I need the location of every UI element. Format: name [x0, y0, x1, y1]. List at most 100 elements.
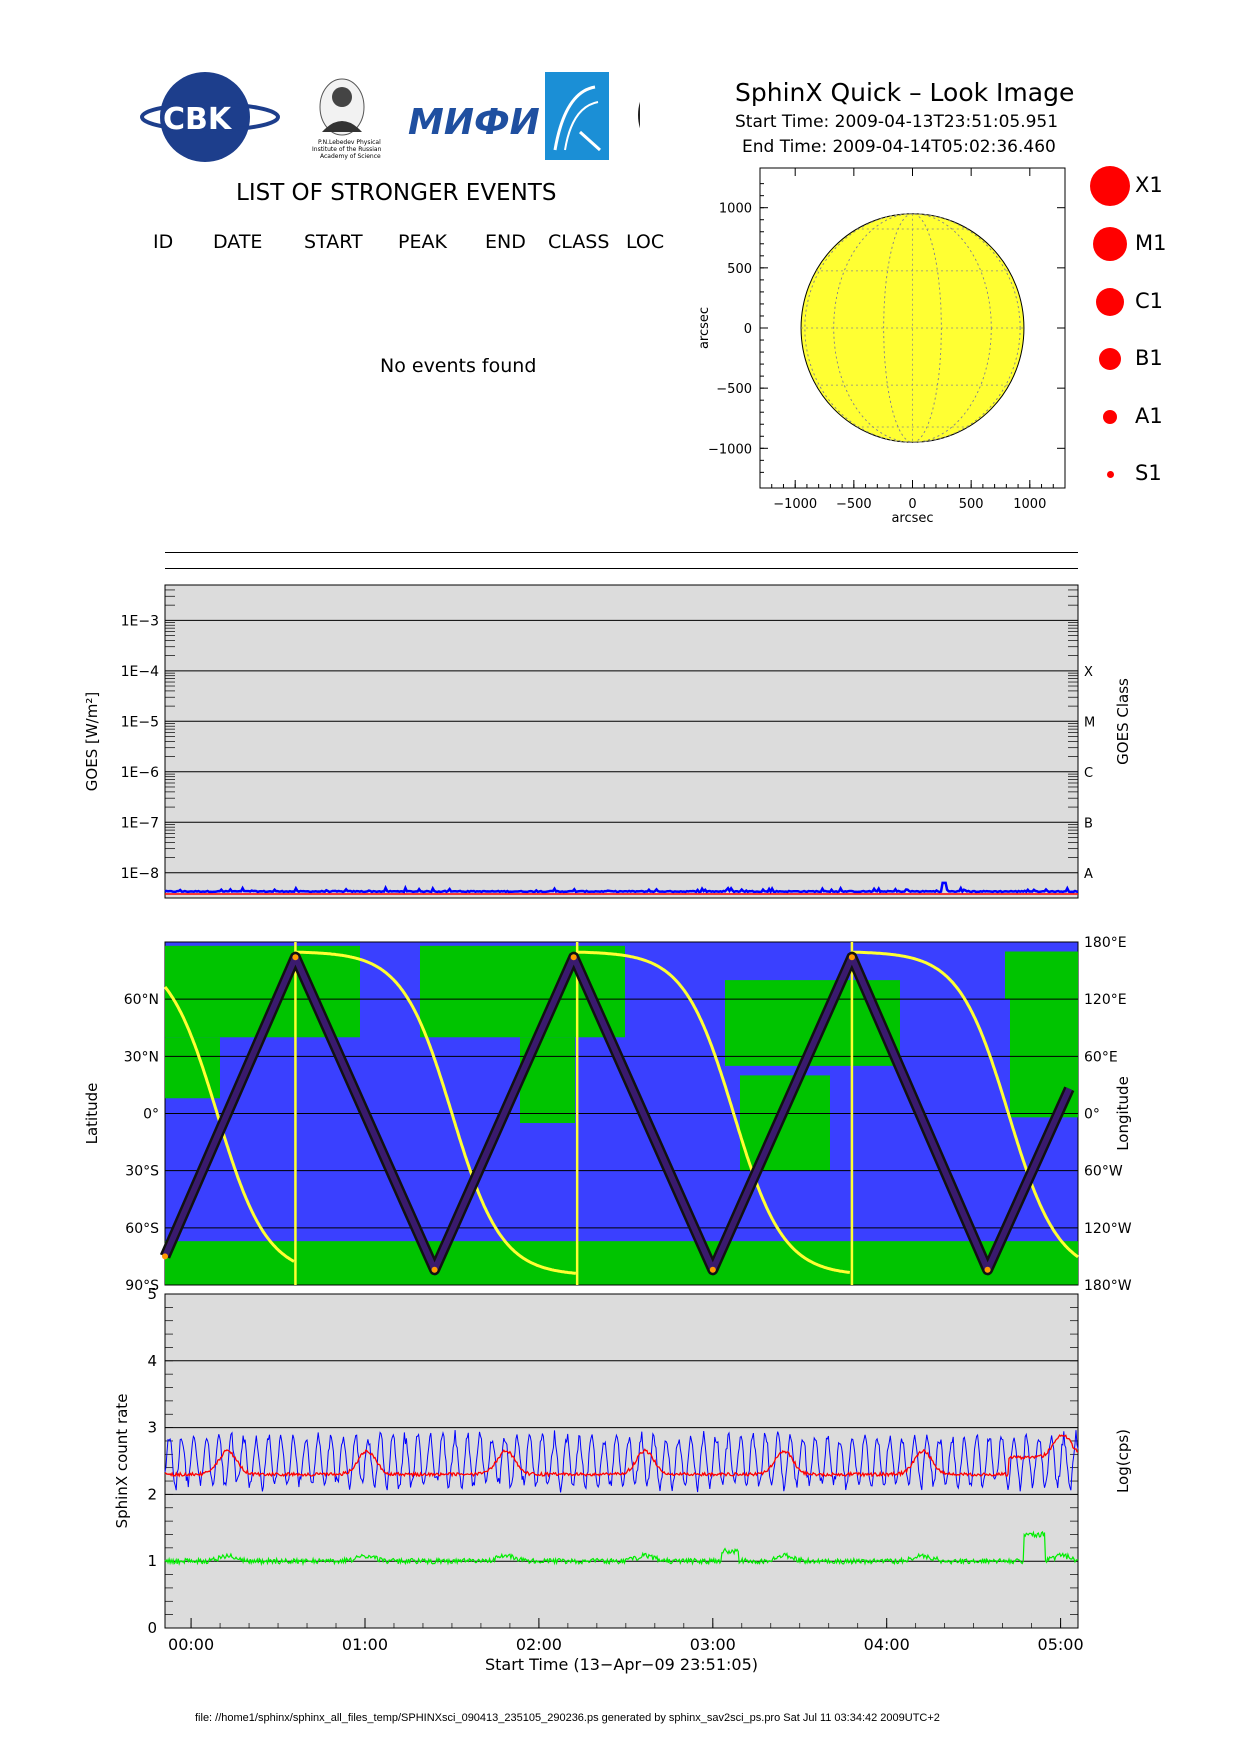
flare-scale-label-c1: C1 — [1135, 289, 1164, 313]
goes-panel-bg — [164, 584, 1079, 899]
sphinx-ylabel: SphinX count rate — [113, 1394, 131, 1529]
orbit-hotspot — [431, 1266, 438, 1273]
flare-scale-dot-a1 — [1103, 410, 1117, 424]
flare-scale-dot-x1 — [1090, 166, 1130, 206]
flare-scale-label-x1: X1 — [1135, 173, 1163, 197]
col-end: END — [485, 231, 526, 253]
disk-longitude-line — [833, 213, 992, 443]
svg-text:Academy of Science: Academy of Science — [320, 153, 381, 160]
col-class: CLASS — [548, 231, 610, 253]
sphinx-ytick-label: 1 — [147, 1552, 157, 1570]
sphinx-ytick-label: 5 — [147, 1285, 157, 1303]
disk-ylabel: arcsec — [697, 307, 712, 349]
sphinx-panel-bg — [164, 1293, 1079, 1629]
orbit-ytick-label: 30°N — [124, 1049, 159, 1065]
orbit-right-tick-label: 60°E — [1084, 1049, 1118, 1065]
mifi-logo: МИФИ — [408, 102, 540, 143]
end-time: End Time: 2009-04-14T05:02:36.460 — [742, 137, 1056, 157]
orbit-right-label: Longitude — [1114, 1076, 1132, 1151]
orbit-right-tick-label: 120°E — [1084, 992, 1127, 1008]
orbit-hotspot — [570, 954, 577, 961]
orbit-hotspot — [848, 954, 855, 961]
col-start: START — [304, 231, 363, 253]
goes-ytick-label: 1E−4 — [121, 664, 159, 680]
lebedev-logo: P.N.Lebedev Physical Institute of the Ru… — [312, 78, 382, 160]
disk-ytick-label: 1000 — [719, 202, 752, 217]
goes-right-label: GOES Class — [1114, 678, 1132, 765]
disk-xtick-label: 0 — [908, 497, 916, 512]
col-date: DATE — [213, 231, 263, 253]
goes-ytick-label: 1E−3 — [121, 613, 159, 629]
sphinx-ytick-label: 0 — [147, 1619, 157, 1637]
flare-scale-label-m1: M1 — [1135, 231, 1167, 255]
goes-short-series — [164, 881, 1079, 895]
disk-xtick-label: −500 — [836, 497, 872, 512]
orbit-ytick-label: 90°S — [125, 1278, 159, 1294]
orbit-right-tick-label: 120°W — [1084, 1221, 1132, 1237]
svg-text:МИФИ: МИФИ — [408, 102, 540, 143]
sphinx-right-label: Log(cps) — [1114, 1429, 1132, 1493]
events-title: LIST OF STRONGER EVENTS — [236, 180, 557, 206]
orbit-hotspot — [709, 1266, 716, 1273]
sphinx-blue-series — [164, 1430, 1079, 1493]
university-seal-icon — [638, 101, 640, 129]
sphinx-green-series — [164, 1530, 1079, 1567]
sphinx-ytick-label: 4 — [147, 1352, 157, 1370]
flare-scale-dot-s1 — [1106, 470, 1114, 478]
no-events-message: No events found — [380, 355, 537, 377]
flare-scale-dot-m1 — [1093, 227, 1127, 261]
page-title: SphinX Quick – Look Image — [735, 78, 1075, 107]
sphinx-xlabel: Start Time (13−Apr−09 23:51:05) — [485, 1655, 758, 1674]
orbit-right-tick-label: 60°W — [1084, 1164, 1123, 1180]
orbit-right-tick-label: 180°W — [1084, 1278, 1132, 1294]
sphinx-xtick-label: 04:00 — [864, 1635, 910, 1654]
svg-text:P.N.Lebedev Physical: P.N.Lebedev Physical — [318, 139, 381, 146]
orbit-ytick-label: 0° — [143, 1107, 159, 1123]
goes-class-label: X — [1084, 665, 1093, 680]
col-peak: PEAK — [398, 231, 447, 253]
goes-ytick-label: 1E−8 — [121, 866, 159, 882]
land-mass — [1005, 951, 1078, 1000]
flare-scale-label-b1: B1 — [1135, 346, 1163, 370]
sphinx-xtick-label: 01:00 — [342, 1635, 388, 1654]
disk-ytick-label: −500 — [716, 382, 752, 397]
divider-top — [165, 552, 1078, 553]
sphinx-xtick-label: 05:00 — [1038, 1635, 1084, 1654]
svg-text:Institute of the Russian: Institute of the Russian — [312, 146, 382, 153]
flare-scale-dot-c1 — [1096, 288, 1124, 316]
disk-grid — [801, 213, 1024, 443]
goes-class-label: B — [1084, 816, 1093, 831]
disk-longitude-line — [804, 213, 1021, 443]
sphinx-xtick-label: 00:00 — [168, 1635, 214, 1654]
cbk-logo: CBK — [140, 72, 280, 162]
land-mass — [165, 1037, 220, 1099]
footer-note: file: //home1/sphinx/sphinx_all_files_te… — [195, 1712, 940, 1724]
sphinx-ytick-label: 2 — [147, 1485, 157, 1503]
goes-ylabel: GOES [W/m²] — [83, 692, 101, 791]
orbit-right-tick-label: 180°E — [1084, 935, 1127, 951]
sphinx-red-series — [164, 1434, 1079, 1478]
disk-xtick-label: 1000 — [1013, 497, 1046, 512]
goes-ytick-label: 1E−7 — [121, 815, 159, 831]
orbit-right-tick-label: 0° — [1084, 1107, 1100, 1123]
sphinx-xtick-label: 03:00 — [690, 1635, 736, 1654]
flare-scale-label-s1: S1 — [1135, 461, 1162, 485]
comet-icon — [545, 72, 609, 160]
flare-scale-label-a1: A1 — [1135, 404, 1163, 428]
orbit-hotspot — [162, 1253, 168, 1260]
disk-longitude-line — [883, 213, 942, 443]
disk-ytick-label: 0 — [744, 322, 752, 337]
disk-xtick-label: −1000 — [773, 497, 817, 512]
orbit-hotspot — [984, 1266, 991, 1273]
orbit-ytick-label: 30°S — [125, 1164, 159, 1180]
orbit-hotspot — [292, 954, 299, 961]
goes-class-label: M — [1084, 715, 1095, 730]
logo-strip: CBK P.N.Lebedev Physical Institute of th… — [140, 72, 640, 162]
disk-ytick-label: 500 — [727, 262, 752, 277]
svg-text:CBK: CBK — [163, 102, 233, 137]
solar-disk-chart: −1000 −500 0 500 1000 −1000 −500 0 500 1000 arcsec… — [697, 167, 1066, 526]
orbit-ytick-label: 60°S — [125, 1221, 159, 1237]
goes-ytick-label: 1E−5 — [121, 714, 159, 730]
disk-xlabel: arcsec — [891, 511, 933, 526]
land-antarctica — [165, 1241, 1078, 1285]
